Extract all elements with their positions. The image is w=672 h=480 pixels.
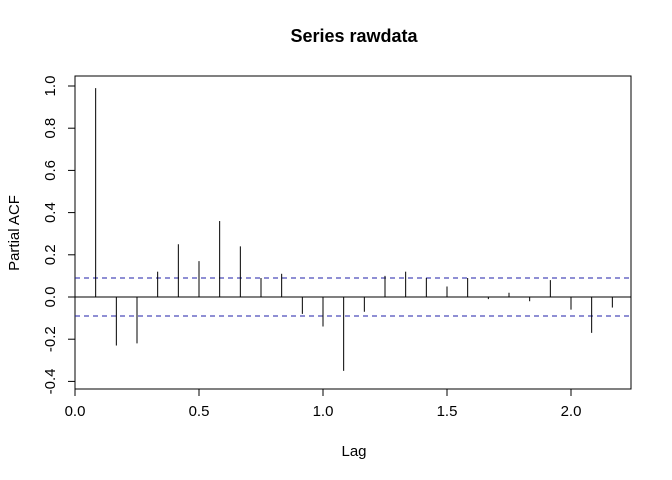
x-axis: 0.0 0.5 1.0 1.5 2.0 (65, 388, 582, 420)
x-axis-label: Lag (341, 443, 366, 460)
chart-title: Series rawdata (290, 26, 418, 46)
y-axis: -0.4 -0.2 0.0 0.2 0.4 0.6 0.8 1.0 (42, 76, 76, 394)
pacf-bars (95, 88, 613, 371)
x-tick-label: 0.5 (189, 403, 210, 420)
y-tick-label: 0.4 (42, 202, 59, 223)
plot-frame (74, 75, 632, 390)
reference-lines (75, 277, 631, 317)
y-tick-label: 1.0 (42, 76, 59, 97)
x-tick-label: 0.0 (65, 403, 86, 420)
x-tick-label: 1.0 (313, 403, 334, 420)
y-tick-label: -0.4 (42, 368, 59, 394)
y-tick-label: 0.2 (42, 244, 59, 265)
y-axis-label: Partial ACF (6, 195, 23, 271)
x-tick-label: 2.0 (561, 403, 582, 420)
y-tick-label: 0.8 (42, 118, 59, 139)
y-tick-label: -0.2 (42, 326, 59, 352)
y-tick-label: 0.6 (42, 160, 59, 181)
x-tick-label: 1.5 (437, 403, 458, 420)
y-tick-label: 0.0 (42, 287, 59, 308)
